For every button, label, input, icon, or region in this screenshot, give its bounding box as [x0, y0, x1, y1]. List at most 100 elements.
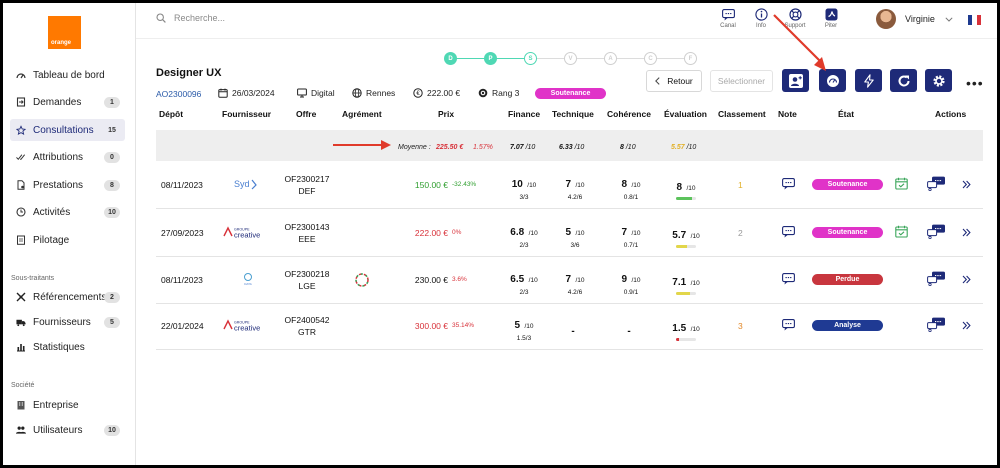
svg-text:GROUPE: GROUPE	[234, 227, 250, 231]
offer-code: OF2400542	[284, 314, 330, 325]
out-of: /10	[527, 181, 537, 189]
supplier-logo[interactable]: DATAData & Co	[239, 272, 257, 286]
score-detail: 3/3	[519, 193, 529, 201]
note-chat-icon[interactable]	[781, 318, 795, 332]
col-prix[interactable]: Prix	[438, 109, 455, 119]
technique-score: -	[558, 321, 588, 339]
step-p[interactable]: P	[484, 52, 497, 65]
supplier-logo[interactable]: GROUPEcreativeGroupe Créative	[223, 225, 271, 239]
top-bar: Recherche... Canal Info Support Piter Vi…	[136, 3, 997, 39]
average-value: 8	[620, 144, 624, 151]
offer-cell[interactable]: OF2300217 DEF	[281, 174, 333, 196]
col-actions[interactable]: Actions	[935, 109, 967, 119]
tool-label: Support	[784, 23, 806, 29]
score-value: 10	[511, 178, 523, 190]
sidebar-item-referencements[interactable]: Référencements 2	[10, 286, 125, 308]
score-value: 5	[565, 226, 572, 238]
step-s[interactable]: S	[524, 52, 537, 65]
price-delta: 35.14%	[452, 321, 475, 329]
evaluation-score: 5.7 /10	[668, 225, 704, 248]
select-button[interactable]: Sélectionner	[710, 70, 773, 92]
step-f[interactable]: F	[684, 52, 697, 65]
svg-text:GROUPE: GROUPE	[234, 320, 250, 324]
col-offre[interactable]: Offre	[296, 109, 317, 119]
step-a[interactable]: A	[604, 52, 617, 65]
settings-button[interactable]	[925, 69, 952, 92]
col-coherence[interactable]: Cohérence	[607, 109, 651, 119]
canal-button[interactable]: Canal	[713, 8, 743, 29]
annotation-arrow-icon	[333, 140, 391, 150]
col-agrement[interactable]: Agrément	[342, 109, 382, 119]
city-meta: Rennes	[352, 88, 395, 98]
depot-date: 08/11/2023	[161, 274, 203, 285]
col-evaluation[interactable]: Évaluation	[664, 109, 707, 119]
col-fournisseur[interactable]: Fournisseur	[222, 109, 272, 119]
col-depot[interactable]: Dépôt	[159, 109, 184, 119]
sidebar-item-pilotage[interactable]: Pilotage	[10, 229, 125, 251]
back-button[interactable]: Retour	[646, 70, 702, 92]
messages-action-icon[interactable]	[926, 317, 946, 332]
count-badge: 15	[108, 126, 116, 134]
supplier-logo[interactable]: GROUPEcreativeGroupe Créative	[223, 318, 271, 332]
depot-date: 08/11/2023	[161, 179, 203, 190]
double-chevron-right-icon[interactable]	[959, 273, 973, 287]
messages-action-icon[interactable]	[926, 176, 946, 191]
orange-logo[interactable]: orange	[48, 16, 81, 49]
col-note[interactable]: Note	[778, 109, 797, 119]
refresh-button[interactable]	[890, 69, 917, 92]
flash-button[interactable]	[855, 69, 882, 92]
evaluation-button[interactable]	[819, 69, 846, 92]
supplier-logo[interactable]: SydSynd	[232, 177, 260, 191]
sidebar-item-attributions[interactable]: Attributions 0	[10, 146, 125, 168]
double-chevron-right-icon[interactable]	[959, 226, 973, 240]
offer-cell[interactable]: OF2300218 LGE	[281, 269, 333, 291]
calendar-check-icon[interactable]	[894, 177, 908, 191]
col-etat[interactable]: État	[838, 109, 855, 119]
search-input[interactable]: Recherche...	[174, 13, 226, 23]
search-bar[interactable]: Recherche...	[156, 13, 225, 23]
support-button[interactable]: Support	[780, 8, 810, 29]
col-technique[interactable]: Technique	[552, 109, 594, 119]
col-finance[interactable]: Finance	[508, 109, 541, 119]
sidebar-item-entreprise[interactable]: Entreprise	[10, 394, 125, 416]
more-options-icon[interactable]: •••	[966, 75, 984, 91]
messages-action-icon[interactable]	[926, 224, 946, 239]
evaluation-bar-fill	[676, 244, 688, 248]
sidebar-item-prestations[interactable]: Prestations 8	[10, 174, 125, 196]
double-chevron-right-icon[interactable]	[959, 319, 973, 333]
col-classement[interactable]: Classement	[718, 109, 766, 119]
double-chevron-right-icon[interactable]	[959, 178, 973, 192]
note-chat-icon[interactable]	[781, 225, 795, 239]
sidebar-item-demandes[interactable]: Demandes 1	[10, 91, 125, 113]
sidebar-item-utilisateurs[interactable]: Utilisateurs 10	[10, 419, 125, 441]
step-d[interactable]: D	[444, 52, 457, 65]
messages-action-icon[interactable]	[926, 271, 946, 286]
add-user-button[interactable]	[782, 69, 809, 92]
piter-button[interactable]: Piter	[816, 8, 846, 29]
step-v[interactable]: V	[564, 52, 577, 65]
count-badge: 8	[104, 179, 120, 191]
note-chat-icon[interactable]	[781, 272, 795, 286]
sidebar-item-activites[interactable]: Activités 10	[10, 201, 125, 223]
reference-link[interactable]: AO2300096	[156, 89, 202, 99]
sidebar-item-label: Tableau de bord	[33, 69, 105, 81]
note-chat-icon[interactable]	[781, 177, 795, 191]
offer-cell[interactable]: OF2400542 GTR	[281, 315, 333, 337]
french-flag-icon[interactable]	[968, 15, 981, 25]
user-menu[interactable]: Virginie	[876, 9, 953, 29]
offer-cell[interactable]: OF2300143 EEE	[281, 222, 333, 244]
document-icon	[16, 180, 26, 190]
step-c[interactable]: C	[644, 52, 657, 65]
evaluation-bar-fill	[676, 291, 691, 295]
out-of: /10	[690, 279, 700, 287]
evaluation-bar-fill	[676, 196, 692, 200]
gauge-icon	[16, 70, 26, 80]
sidebar-item-statistiques[interactable]: Statistiques	[10, 336, 125, 358]
sidebar-item-dashboard[interactable]: Tableau de bord	[10, 64, 125, 86]
info-button[interactable]: Info	[746, 8, 776, 29]
offer-name: DEF	[298, 185, 316, 196]
calendar-check-icon[interactable]	[894, 225, 908, 239]
sidebar-item-fournisseurs[interactable]: Fournisseurs 5	[10, 311, 125, 333]
tool-label: Canal	[720, 23, 736, 29]
sidebar-item-consultations[interactable]: Consultations 15	[10, 119, 125, 141]
